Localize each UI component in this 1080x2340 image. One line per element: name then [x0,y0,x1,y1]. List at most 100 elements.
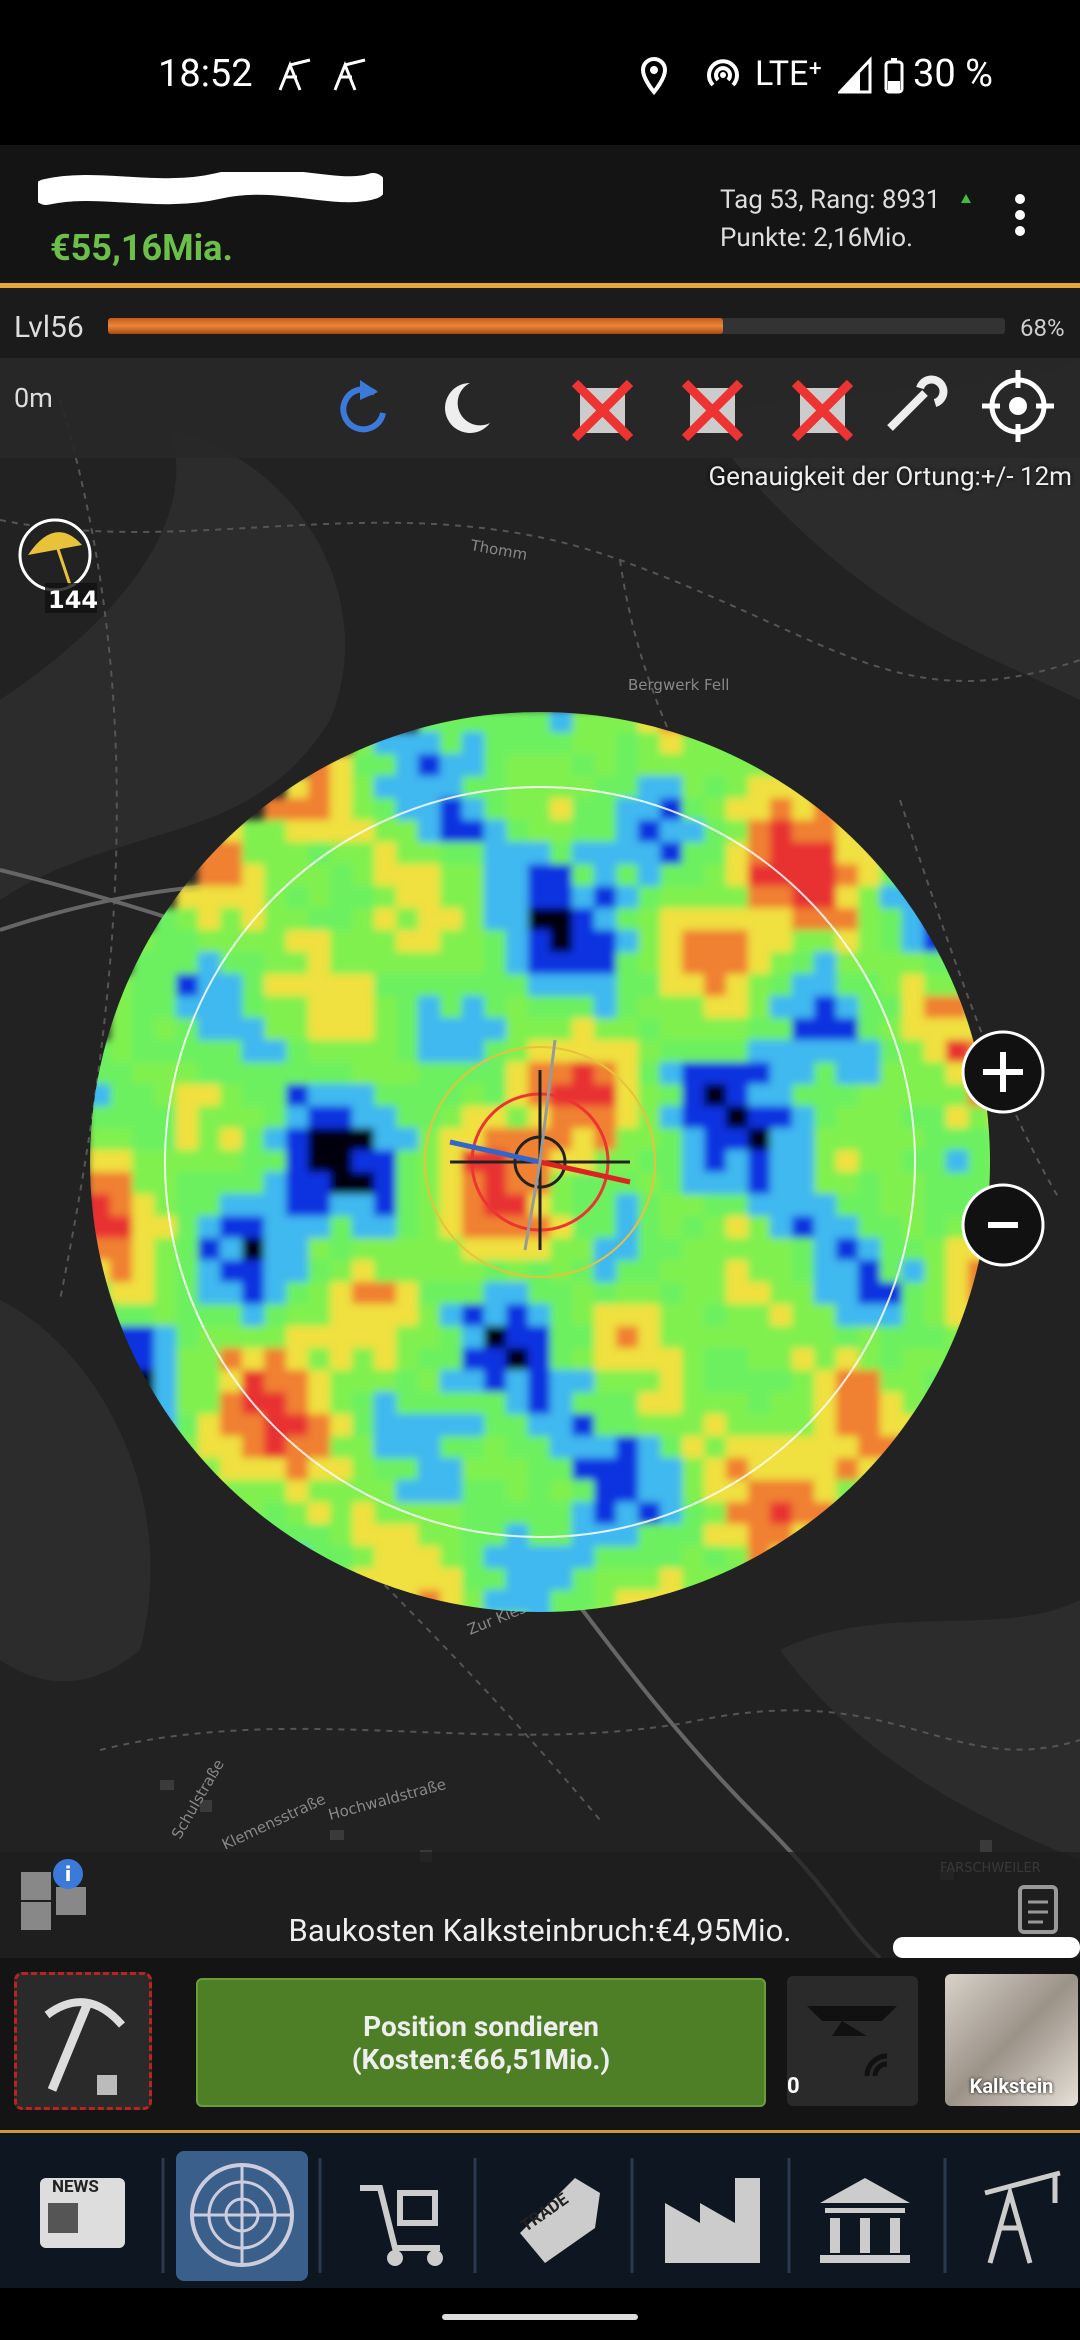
heat-cell [638,732,661,755]
heat-cell [902,1370,925,1393]
heat-cell [528,820,551,843]
heat-cell [792,1238,815,1261]
document-icon[interactable] [1015,1882,1065,1937]
heat-cell [352,1172,375,1195]
heat-cell [506,1590,529,1612]
heat-cell [396,1238,419,1261]
heat-cell [308,974,331,997]
heat-cell [506,1458,529,1481]
redacted-username [38,172,383,205]
heat-cell [308,1106,331,1129]
heat-cell [484,886,507,909]
heat-cell [770,1150,793,1173]
heat-cell [506,1304,529,1327]
heat-cell [330,1238,353,1261]
heat-cell [682,842,705,865]
heat-cell [748,1194,771,1217]
heat-cell [90,1194,111,1217]
heat-cell [484,930,507,953]
heat-cell [220,1062,243,1085]
heat-cell [242,1326,265,1349]
heat-cell [836,1436,859,1459]
heat-cell [418,864,441,887]
heat-cell [286,1084,309,1107]
heat-cell [330,798,353,821]
heat-cell [440,732,463,755]
menu-button[interactable] [1005,193,1035,243]
heat-cell [572,1392,595,1415]
heat-cell [484,1106,507,1129]
heat-cell [484,1040,507,1063]
heat-cell [594,1568,617,1591]
heat-cell [726,798,749,821]
heat-cell [550,1084,573,1107]
heat-cell [770,820,793,843]
heat-cell [726,1546,749,1569]
heat-cell [506,842,529,865]
heat-cell [352,1018,375,1041]
map[interactable]: Bergwerk Fell Zur Kiesel Hochwaldstraße … [0,358,1080,1958]
heat-cell [572,798,595,821]
heat-cell [792,1018,815,1041]
heat-cell [220,1018,243,1041]
heat-cell [418,1414,441,1437]
heat-cell [264,1194,287,1217]
heat-cell [528,930,551,953]
resource-button[interactable]: Kalkstein [945,1974,1078,2106]
heat-cell [726,1524,749,1547]
heat-cell [506,1062,529,1085]
heat-cell [154,1304,177,1327]
heat-cell [396,1436,419,1459]
heat-cell [748,1480,771,1503]
heat-cell [836,1370,859,1393]
heat-cell [462,1216,485,1239]
heat-cell [924,1260,947,1283]
heat-cell [528,1392,551,1415]
heat-cell [726,1326,749,1349]
status-bar: 18:52 LTE⁺ 30 % [0,0,1080,145]
heat-cell [352,1194,375,1217]
heat-cell [396,820,419,843]
drone-button[interactable]: 0 [787,1976,918,2106]
heat-cell [528,1480,551,1503]
heat-cell [176,1282,199,1305]
heat-cell [792,974,815,997]
heat-cell [638,1062,661,1085]
heat-cell [242,1238,265,1261]
mine-button[interactable] [14,1972,152,2110]
heat-cell [726,1062,749,1085]
heat-cell [374,1502,397,1525]
heat-cell [682,1436,705,1459]
heat-cell [924,1128,947,1151]
heat-cell [484,996,507,1019]
heat-cell [110,1062,133,1085]
heat-cell [484,908,507,931]
heat-cell [946,1260,969,1283]
heat-cell [132,1040,155,1063]
heat-cell [704,798,727,821]
heat-cell [880,1150,903,1173]
probe-button[interactable]: Position sondieren (Kosten:€66,51Mio.) [196,1978,766,2107]
heat-cell [286,1502,309,1525]
heat-cell [396,1568,419,1591]
heat-cell [330,820,353,843]
heat-cell [462,732,485,755]
heat-cell [462,1282,485,1305]
heat-cell [352,754,375,777]
heat-cell [836,886,859,909]
heat-cell [858,1172,881,1195]
heat-cell [550,798,573,821]
heat-cell [220,1194,243,1217]
heat-cell [902,1238,925,1261]
heat-cell [638,798,661,821]
heat-cell [660,1018,683,1041]
heat-cell [748,1084,771,1107]
heat-cell [946,1018,969,1041]
heat-cell [748,1502,771,1525]
item-icon[interactable] [18,518,97,613]
info-icon[interactable]: i [16,1852,96,1932]
heat-cell [440,1414,463,1437]
heat-cell [638,1304,661,1327]
heat-cell [462,1304,485,1327]
heat-cell [264,996,287,1019]
